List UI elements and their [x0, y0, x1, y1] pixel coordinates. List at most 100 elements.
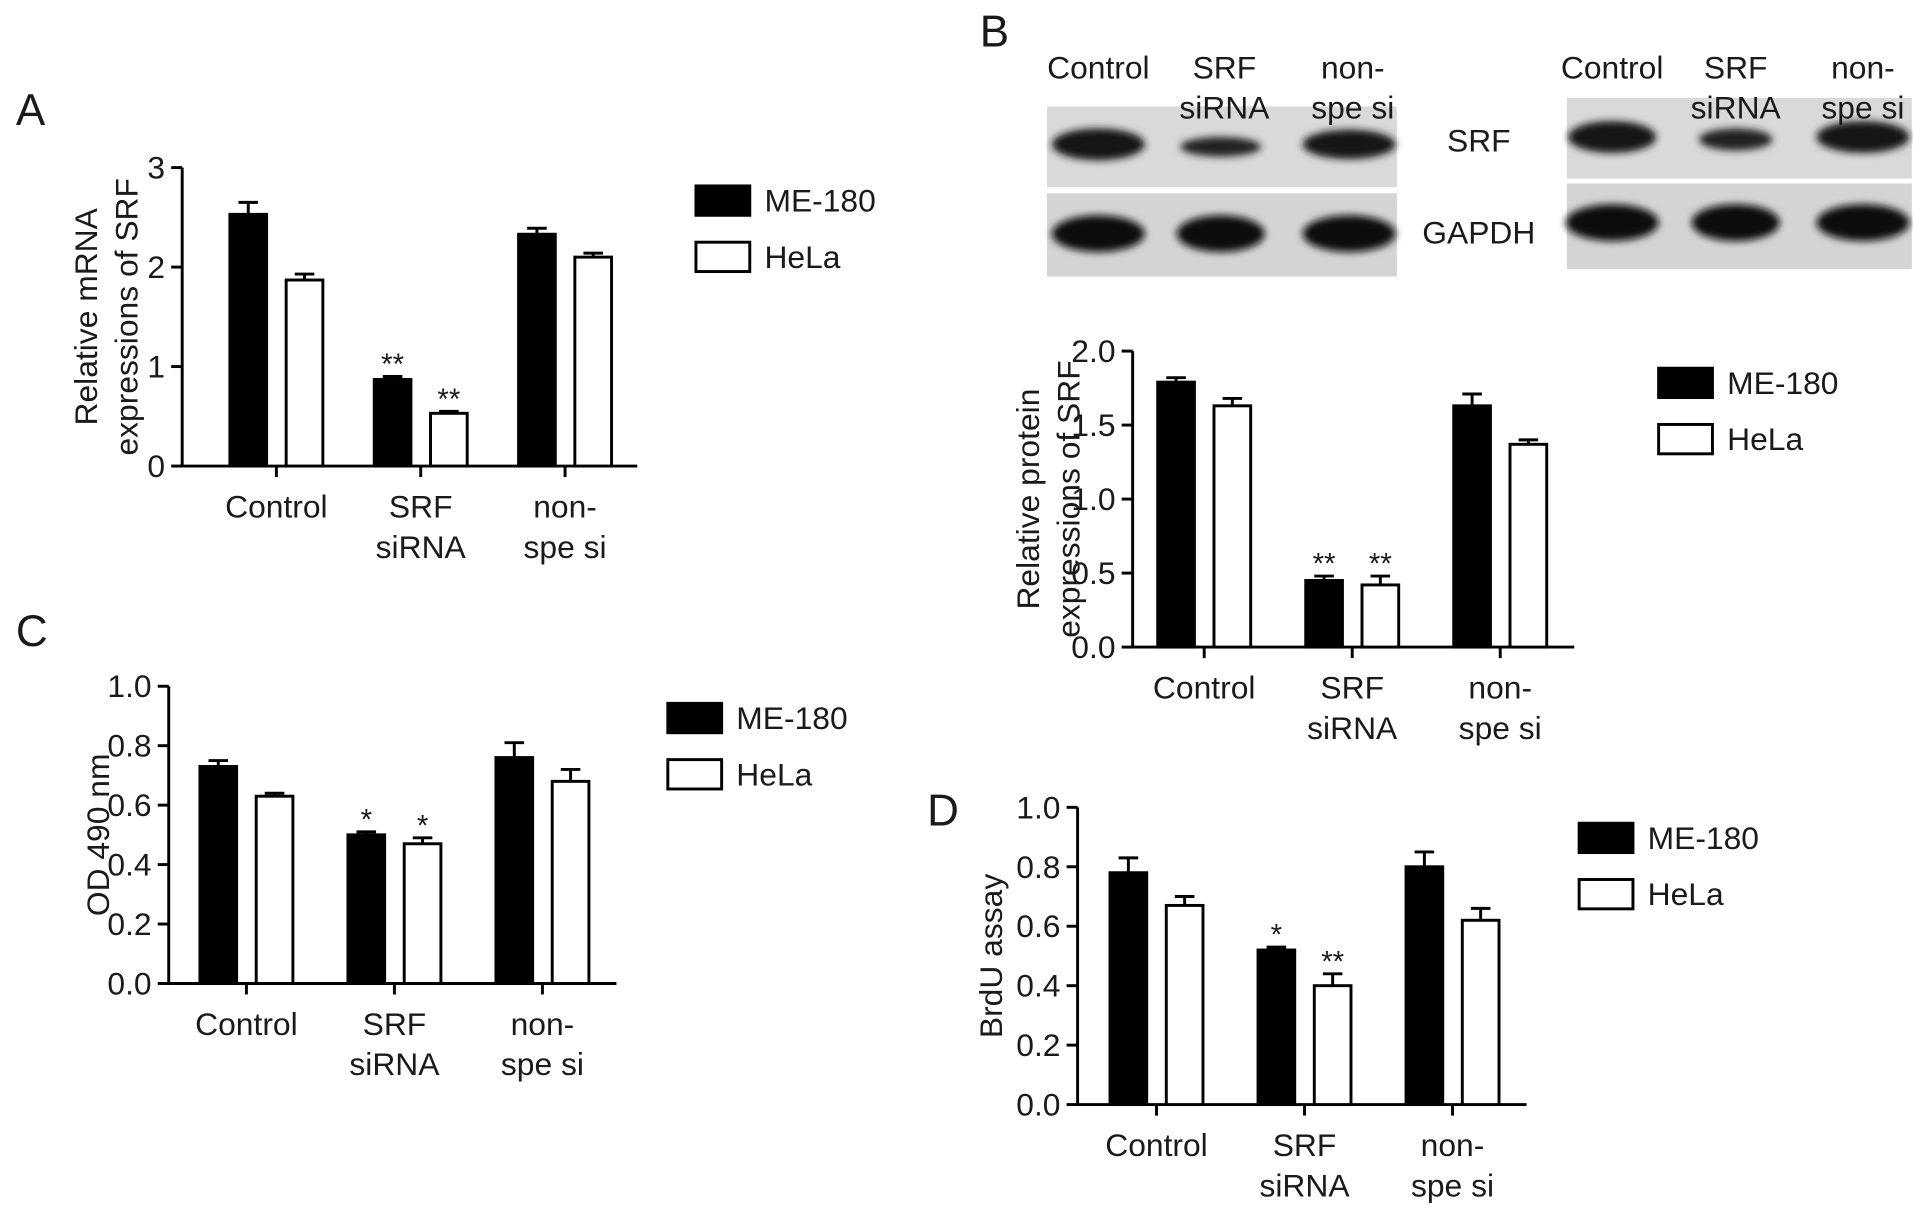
legend-label: ME-180 [1727, 365, 1838, 401]
blot-band [1816, 204, 1910, 241]
x-tick-label: Control [1153, 669, 1256, 705]
y-tick-label: 1 [147, 349, 165, 385]
blot-band [1565, 204, 1659, 241]
error-bar [504, 741, 525, 758]
bar [284, 278, 325, 468]
error-bar [208, 759, 229, 767]
blot-lane-label: SRF siRNA [1179, 49, 1270, 125]
error-bar [1222, 396, 1243, 406]
x-tick-label: SRF siRNA [376, 488, 467, 564]
x-tick-label: Control [1105, 1127, 1208, 1163]
x-tick-label: Control [195, 1006, 298, 1042]
blot-band [1568, 121, 1657, 153]
blot-band [1302, 129, 1396, 160]
panel-letter: B [980, 7, 1009, 56]
x-tick-label: SRF siRNA [1307, 669, 1398, 745]
bar [346, 833, 387, 985]
error-bar [1166, 376, 1186, 383]
y-tick-label: 1.5 [1071, 407, 1115, 443]
blot-band [1691, 204, 1780, 241]
blot-band [1051, 215, 1145, 252]
bar [1452, 404, 1492, 649]
bar [517, 232, 557, 468]
legend-swatch [1577, 878, 1635, 911]
blot-band [1051, 128, 1145, 161]
bar [1156, 380, 1196, 649]
error-bar [1518, 438, 1539, 445]
blot-lane-label: SRF siRNA [1691, 49, 1782, 125]
y-tick-label: 1.0 [1071, 481, 1115, 517]
error-bar [412, 836, 433, 844]
panel-letter: A [16, 86, 46, 135]
legend-swatch [1657, 422, 1714, 456]
y-tick-label: 0.6 [1016, 908, 1060, 944]
y-tick-label: 0.2 [107, 906, 151, 942]
legend-label: ME-180 [764, 183, 875, 219]
blot-lane-label: non-spe si [1311, 49, 1394, 125]
y-tick-label: 2.0 [1071, 333, 1115, 369]
significance-marker: * [361, 803, 372, 836]
error-bar [264, 791, 285, 797]
bar [573, 255, 614, 468]
y-axis-label: Relative protein expressions of SRF [1010, 360, 1086, 637]
bar-chart: C 0.0 0.2 0.4 0.6 0.8 1.0 OD 490 nm Control SRF si… [16, 607, 848, 1082]
legend-swatch [694, 240, 752, 274]
significance-marker: ** [1313, 548, 1336, 581]
error-bar [527, 226, 547, 235]
x-tick-label: non-spe si [1411, 1127, 1494, 1203]
bar [1404, 865, 1445, 1107]
y-tick-label: 3 [147, 150, 165, 186]
y-tick-label: 0.2 [1016, 1027, 1060, 1063]
error-bar [1174, 895, 1195, 906]
significance-marker: ** [381, 348, 404, 381]
blot-lane-label: non-spe si [1821, 49, 1904, 125]
error-bar [382, 375, 403, 380]
blot-band [1180, 137, 1262, 157]
error-bar [583, 251, 603, 258]
y-tick-label: 1.0 [107, 668, 151, 704]
y-axis-label: BrdU assay [973, 874, 1009, 1038]
error-bar [1414, 850, 1435, 867]
bar [1312, 984, 1353, 1107]
bar [429, 411, 469, 468]
bar [198, 765, 239, 985]
panel-letter: D [927, 787, 959, 836]
y-tick-label: 0.6 [107, 787, 151, 823]
blot-row-label: GAPDH [1422, 214, 1535, 250]
y-tick-label: 0.0 [1016, 1087, 1060, 1123]
bar [228, 212, 269, 468]
legend-swatch [694, 184, 752, 217]
legend-label: ME-180 [1648, 820, 1759, 856]
x-tick-label: non-spe si [1459, 669, 1542, 745]
error-bar [560, 767, 581, 782]
y-axis-label: Relative mRNA expressions of SRF [68, 178, 144, 455]
significance-marker: ** [437, 383, 460, 416]
legend-label: HeLa [736, 756, 812, 792]
blot-row-label: SRF [1447, 123, 1511, 159]
bar [402, 842, 443, 985]
blot-band [1699, 128, 1773, 151]
bar [1508, 442, 1549, 649]
y-tick-label: 0.5 [1071, 555, 1115, 591]
legend-swatch [1657, 366, 1714, 400]
y-tick-label: 0.4 [1016, 968, 1060, 1004]
legend-swatch [666, 701, 724, 735]
legend-swatch [666, 758, 724, 791]
y-tick-label: 1.0 [1016, 789, 1060, 825]
error-bar [1322, 972, 1343, 986]
significance-marker: * [1271, 919, 1282, 952]
y-tick-label: 0.4 [107, 847, 151, 883]
x-tick-label: non-spe si [524, 488, 607, 564]
legend-swatch [1577, 821, 1635, 855]
blot-lane-label: Control [1561, 49, 1664, 85]
western-blot-left [1047, 106, 1397, 277]
y-tick-label: 0.8 [107, 728, 151, 764]
error-bar [439, 409, 459, 414]
legend-label: HeLa [764, 239, 840, 275]
blot-band [1302, 215, 1396, 252]
significance-marker: ** [1369, 548, 1392, 581]
